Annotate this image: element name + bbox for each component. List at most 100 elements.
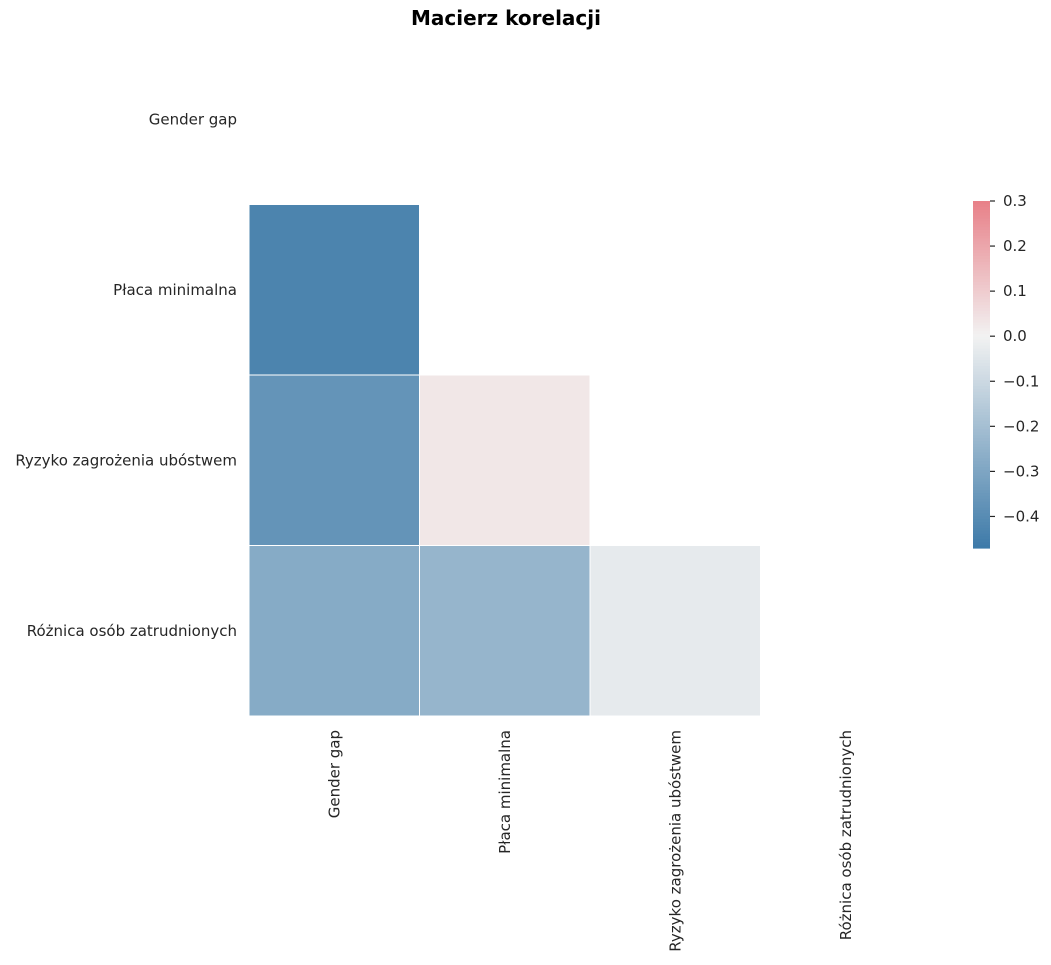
colorbar-segment: [973, 469, 990, 474]
colorbar-segment: [973, 478, 990, 483]
colorbar-segment: [973, 475, 990, 480]
colorbar-segment: [973, 316, 990, 321]
colorbar-segment: [973, 357, 990, 361]
y-tick-label: Gender gap: [149, 110, 237, 128]
colorbar-segment: [973, 215, 990, 219]
colorbar-segment: [973, 325, 990, 329]
colorbar-segment: [973, 290, 990, 295]
colorbar-segment: [973, 241, 990, 245]
colorbar-segment: [973, 354, 990, 358]
colorbar-segment: [973, 545, 990, 549]
colorbar-segment: [973, 203, 990, 208]
x-tick-label: Ryzyko zagrożenia ubóstwem: [666, 730, 684, 952]
colorbar-segment: [973, 388, 990, 393]
colorbar-tick-label: −0.4: [1003, 507, 1039, 525]
colorbar-segment: [973, 394, 990, 399]
colorbar-tick-label: −0.1: [1003, 372, 1039, 390]
heatmap-cell: [248, 545, 420, 717]
colorbar-segment: [973, 495, 990, 500]
colorbar-tick-label: 0.1: [1003, 282, 1027, 300]
colorbar-segment: [973, 464, 990, 468]
colorbar-tick-label: 0.0: [1003, 327, 1027, 345]
colorbar-segment: [973, 461, 990, 465]
colorbar-segment: [973, 493, 990, 497]
colorbar-segment: [973, 258, 990, 263]
colorbar-segment: [973, 362, 990, 367]
colorbar-segment: [973, 542, 990, 546]
colorbar-segment: [973, 412, 990, 416]
colorbar-segment: [973, 481, 990, 485]
colorbar-segment: [973, 397, 990, 402]
colorbar-segment: [973, 510, 990, 514]
colorbar-segment: [973, 521, 990, 526]
colorbar-segment: [973, 452, 990, 457]
colorbar-segment: [973, 519, 990, 523]
colorbar-segment: [973, 536, 990, 540]
heatmap-cells: [248, 204, 761, 717]
colorbar-segment: [973, 524, 990, 529]
x-tick-label: Płaca minimalna: [496, 730, 514, 854]
colorbar-segment: [973, 313, 990, 318]
colorbar-segment: [973, 255, 990, 260]
colorbar-segment: [973, 391, 990, 396]
colorbar-segment: [973, 455, 990, 459]
colorbar-segment: [973, 441, 990, 445]
colorbar-segment: [973, 224, 990, 228]
x-tick-label: Różnica osób zatrudnionych: [837, 730, 855, 940]
colorbar-segment: [973, 264, 990, 269]
colorbar-segment: [973, 443, 990, 448]
colorbar-segment: [973, 307, 990, 312]
colorbar-segment: [973, 403, 990, 407]
colorbar-segment: [973, 328, 990, 332]
colorbar-segment: [973, 206, 990, 211]
colorbar-segment: [973, 432, 990, 436]
colorbar-segment: [973, 409, 990, 413]
colorbar-segment: [973, 420, 990, 425]
colorbar-segment: [973, 371, 990, 376]
colorbar-segment: [973, 380, 990, 384]
colorbar-segment: [973, 527, 990, 532]
colorbar-segment: [973, 221, 990, 225]
heatmap-cell: [248, 204, 420, 376]
colorbar-segment: [973, 533, 990, 538]
colorbar-segment: [973, 339, 990, 344]
colorbar-segment: [973, 365, 990, 370]
colorbar-segment: [973, 218, 990, 222]
colorbar-segment: [973, 310, 990, 315]
colorbar-segment: [973, 247, 990, 251]
colorbar-segment: [973, 368, 990, 373]
colorbar-segment: [973, 484, 990, 488]
colorbar-segment: [973, 212, 990, 217]
colorbar-segment: [973, 498, 990, 503]
colorbar-segment: [973, 336, 990, 341]
colorbar-segment: [973, 507, 990, 512]
colorbar-tick-label: 0.2: [1003, 237, 1027, 255]
colorbar-segment: [973, 253, 990, 257]
colorbar: 0.3 0.2 0.1 0.0 −0.1 −0.2 −0.3 −0.4: [973, 192, 1039, 549]
colorbar-segment: [973, 235, 990, 240]
colorbar-segment: [973, 319, 990, 324]
colorbar-segment: [973, 417, 990, 422]
colorbar-segment: [973, 273, 990, 277]
colorbar-segment: [973, 299, 990, 303]
y-tick-labels: Gender gap Płaca minimalna Ryzyko zagrożen…: [15, 110, 237, 640]
colorbar-segment: [973, 467, 990, 471]
colorbar-segment: [973, 342, 990, 347]
colorbar-segment: [973, 400, 990, 405]
colorbar-segment: [973, 377, 990, 381]
colorbar-segment: [973, 279, 990, 283]
colorbar-segment: [973, 267, 990, 271]
colorbar-segment: [973, 227, 990, 231]
colorbar-tick-label: −0.2: [1003, 417, 1039, 435]
colorbar-segment: [973, 276, 990, 280]
colorbar-segment: [973, 501, 990, 506]
colorbar-segment: [973, 487, 990, 491]
colorbar-segment: [973, 284, 990, 289]
colorbar-segment: [973, 305, 990, 309]
colorbar-segment: [973, 296, 990, 300]
colorbar-segment: [973, 302, 990, 306]
colorbar-segment: [973, 446, 990, 451]
colorbar-segment: [973, 351, 990, 355]
y-tick-label: Ryzyko zagrożenia ubóstwem: [15, 451, 237, 469]
